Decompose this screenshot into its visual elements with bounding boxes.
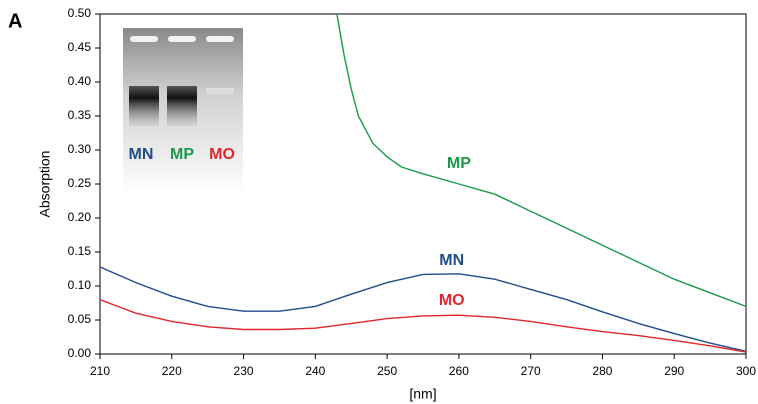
- gel-inset: [123, 28, 243, 193]
- y-tick-label: 0.20: [68, 210, 92, 224]
- series-line: [99, 298, 747, 353]
- x-tick-label: 220: [162, 364, 182, 378]
- x-tick-label: 280: [592, 364, 612, 378]
- y-tick-label: 0.00: [68, 346, 92, 360]
- panel-label: A: [8, 10, 22, 32]
- series-label: MO: [439, 292, 465, 309]
- x-tick-label: 240: [305, 364, 325, 378]
- y-tick-label: 0.30: [68, 142, 92, 156]
- inset-label: MO: [209, 146, 235, 163]
- y-tick-label: 0.50: [68, 6, 92, 20]
- inset-label: MN: [129, 146, 154, 163]
- y-axis-label: Absorption: [37, 151, 53, 218]
- inset-label: MP: [170, 146, 194, 163]
- y-tick-label: 0.05: [68, 312, 92, 326]
- x-tick-label: 210: [90, 364, 110, 378]
- x-tick-label: 250: [377, 364, 397, 378]
- series-label: MN: [439, 252, 464, 269]
- series-label: MP: [447, 155, 471, 172]
- x-tick-label: 230: [234, 364, 254, 378]
- y-tick-label: 0.25: [68, 176, 92, 190]
- y-tick-label: 0.45: [68, 40, 92, 54]
- x-tick-label: 270: [521, 364, 541, 378]
- series-line: [99, 266, 747, 352]
- y-tick-label: 0.15: [68, 244, 92, 258]
- x-tick-label: 300: [736, 364, 756, 378]
- y-tick-label: 0.10: [68, 278, 92, 292]
- y-tick-label: 0.40: [68, 74, 92, 88]
- x-tick-label: 290: [664, 364, 684, 378]
- x-tick-label: 260: [449, 364, 469, 378]
- series-line: [336, 13, 747, 308]
- y-tick-label: 0.35: [68, 108, 92, 122]
- x-axis-label: [nm]: [409, 386, 436, 402]
